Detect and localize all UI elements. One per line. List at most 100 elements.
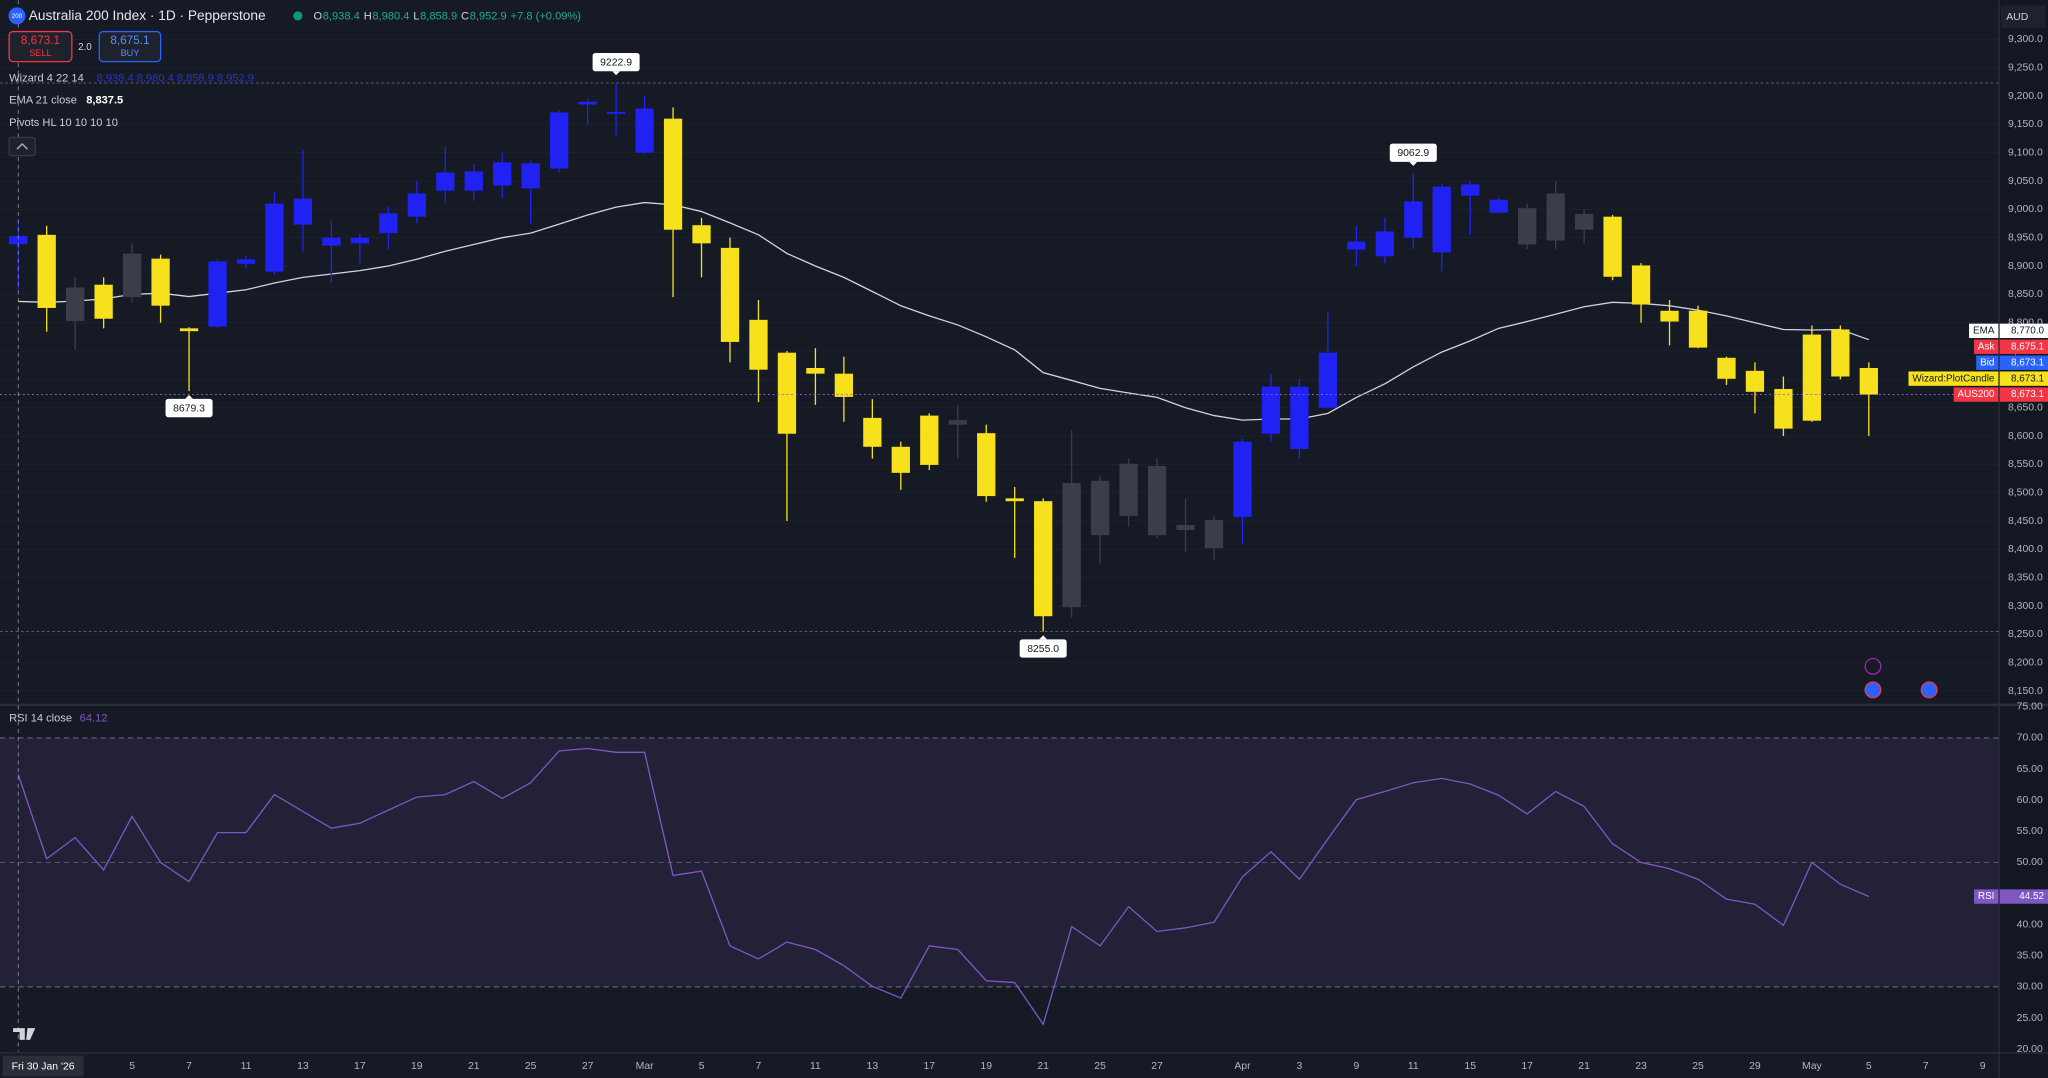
price-tag — [1999, 355, 2048, 370]
price-tag-value: 44.52 — [2019, 891, 2044, 902]
x-tick-label: 13 — [297, 1061, 309, 1072]
ohlc-value: 8,858.9 — [420, 10, 457, 22]
candle-body — [1062, 483, 1081, 608]
indicator-name: Pivots HL 10 10 10 10 — [9, 117, 118, 129]
ohlc-value: 8,980.4 — [372, 10, 409, 22]
indicator-values: 8,837.5 — [86, 95, 123, 107]
sell-label: SELL — [29, 48, 51, 58]
market-status — [293, 11, 303, 21]
candle-body — [1005, 498, 1024, 502]
event-icon[interactable] — [1864, 657, 1882, 675]
x-tick-label: 5 — [699, 1061, 705, 1072]
candle-body — [1461, 184, 1480, 196]
symbol-badge-text: 200 — [12, 13, 23, 20]
candle-body — [863, 417, 882, 447]
sell-button[interactable] — [8, 30, 73, 63]
candle-body — [179, 328, 199, 332]
candle-body — [9, 236, 28, 245]
x-tick-label: 25 — [525, 1061, 537, 1072]
x-tick-label: 17 — [354, 1061, 366, 1072]
candle-body — [407, 193, 426, 217]
candle-body — [1831, 329, 1850, 377]
candle-body — [151, 258, 170, 306]
x-tick-label: 21 — [1578, 1061, 1590, 1072]
y-tick-label: 8,200.0 — [2008, 657, 2043, 668]
price-tag-value: 8,673.1 — [2011, 373, 2045, 384]
x-tick-label: 17 — [923, 1061, 935, 1072]
event-icon[interactable] — [1864, 681, 1882, 699]
currency-button[interactable] — [2000, 5, 2046, 28]
event-icon[interactable] — [1920, 681, 1938, 699]
candle-body — [1261, 386, 1281, 434]
y-tick-label: 8,400.0 — [2008, 544, 2043, 555]
candle-body — [37, 234, 56, 308]
candle-body — [1802, 334, 1822, 421]
candle-body — [1631, 265, 1651, 305]
price-tag-name: Wizard:PlotCandle — [1912, 373, 1995, 384]
x-tick-label: 5 — [1866, 1061, 1872, 1072]
candle-body — [692, 225, 711, 244]
candle-body — [1090, 480, 1110, 536]
ema-line — [18, 201, 1870, 421]
price-tag-value: 8,675.1 — [2011, 341, 2045, 352]
pivot-pointer — [1039, 635, 1048, 640]
x-tick-label: 23 — [1635, 1061, 1647, 1072]
x-tick-label: 3 — [1297, 1061, 1303, 1072]
pivot-label: 9062.9 — [1397, 148, 1429, 159]
x-tick-label: 9 — [1980, 1061, 1986, 1072]
y-tick-label: 9,200.0 — [2008, 91, 2043, 102]
x-tick-label: 11 — [810, 1061, 821, 1072]
candle-body — [806, 368, 825, 374]
collapse-button[interactable] — [8, 136, 36, 157]
candle-body — [606, 111, 626, 114]
y-tick-label: 8,950.0 — [2008, 232, 2043, 243]
x-tick-label: 21 — [468, 1061, 480, 1072]
sell-price: 8,673.1 — [21, 34, 60, 47]
candle-body — [920, 415, 939, 465]
candle-body — [1404, 201, 1423, 238]
candle-body — [1688, 310, 1708, 348]
price-tag-name-box — [1974, 889, 1999, 904]
candle-body — [1375, 231, 1394, 257]
candle-body — [293, 198, 313, 225]
price-tag-name-box — [1976, 355, 1999, 370]
y-tick-label: 8,300.0 — [2008, 601, 2043, 612]
y-tick-label: 50.00 — [2017, 857, 2043, 868]
candle-body — [1774, 388, 1793, 429]
y-tick-label: 9,100.0 — [2008, 147, 2043, 158]
candle-body — [350, 237, 370, 244]
x-tick-label: 27 — [1151, 1061, 1163, 1072]
candle-body — [1318, 352, 1338, 408]
y-tick-label: 8,500.0 — [2008, 487, 2043, 498]
y-tick-label: 9,250.0 — [2008, 62, 2043, 73]
candle-body — [720, 247, 740, 342]
y-tick-label: 9,000.0 — [2008, 204, 2043, 215]
candle-body — [236, 259, 256, 264]
y-tick-label: 8,850.0 — [2008, 289, 2043, 300]
price-tag — [1999, 339, 2048, 354]
y-tick-label: 55.00 — [2017, 826, 2043, 837]
y-tick-label: 35.00 — [2017, 951, 2043, 962]
pivot-label-box — [1389, 143, 1437, 162]
currency: AUD — [2006, 12, 2028, 23]
buy-button[interactable] — [98, 30, 162, 63]
x-tick-label: 15 — [1464, 1061, 1476, 1072]
candle-body — [1546, 193, 1565, 241]
candle-body — [749, 319, 768, 370]
candle-body — [891, 446, 910, 473]
rsi-line — [17, 747, 1870, 1026]
ohlc-key: L — [413, 10, 419, 22]
candle-body — [777, 352, 797, 434]
pivot-label-box — [1019, 639, 1067, 658]
ui-layer: 200 Australia 200 Index · 1D · Peppersto… — [2, 5, 2048, 1077]
ohlc-key: O — [313, 10, 322, 22]
candle-body — [1489, 199, 1508, 213]
spread: 2.0 — [78, 42, 92, 53]
y-tick-label: 25.00 — [2017, 1013, 2043, 1024]
x-tick-label: 25 — [1692, 1061, 1704, 1072]
candle-body — [94, 284, 113, 319]
price-tag — [1999, 323, 2048, 339]
candle-body — [635, 108, 654, 153]
